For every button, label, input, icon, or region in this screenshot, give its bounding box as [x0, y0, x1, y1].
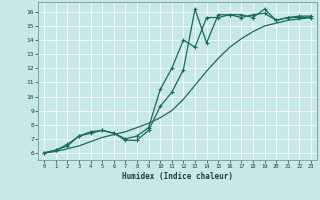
X-axis label: Humidex (Indice chaleur): Humidex (Indice chaleur) [122, 172, 233, 181]
